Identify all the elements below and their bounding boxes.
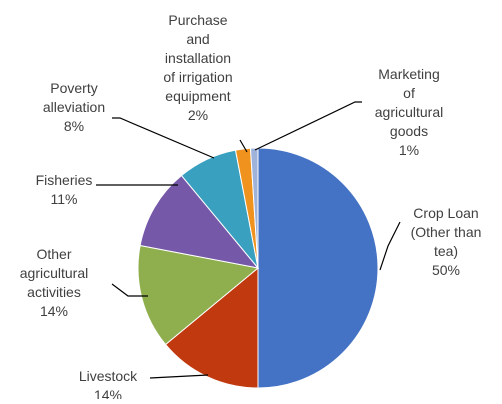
- slices-layer: [137, 147, 379, 389]
- leader-lines-layer: [96, 101, 401, 379]
- data-label-line: 14%: [94, 387, 122, 399]
- data-label-line: Crop Loan: [413, 205, 478, 221]
- data-label-3: Fisheries 11%: [36, 172, 93, 207]
- data-label-line: of irrigation: [163, 69, 232, 85]
- data-label-1: Livestock 14%: [79, 368, 138, 399]
- data-label-line: equipment: [165, 88, 230, 104]
- data-label-0: Crop Loan (Other than tea) 50%: [411, 205, 482, 278]
- pie-slice-livestock: [164, 266, 259, 389]
- data-label-6: Marketing of agricultural goods 1%: [375, 66, 443, 158]
- data-label-2: Other agricultural activities 14%: [20, 246, 88, 319]
- data-label-line: Poverty: [50, 80, 97, 96]
- data-label-line: Livestock: [79, 368, 138, 384]
- data-label-line: activities: [27, 284, 81, 300]
- leader-line-0: [379, 221, 401, 271]
- data-label-line: tea): [434, 243, 458, 259]
- data-label-line: and: [186, 31, 209, 47]
- pie-slice-crop-loan-other-than-tea: [257, 147, 379, 389]
- data-label-line: 2%: [188, 107, 208, 123]
- leader-line-2: [111, 283, 148, 297]
- data-label-line: Marketing: [378, 66, 439, 82]
- data-label-line: 14%: [40, 303, 68, 319]
- data-label-line: (Other than: [411, 224, 482, 240]
- leader-line-6: [254, 101, 362, 151]
- data-label-line: 50%: [432, 262, 460, 278]
- leader-line-1: [149, 374, 209, 379]
- pie-slice-other-agricultural-activities: [137, 244, 260, 346]
- data-label-line: agricultural: [375, 104, 443, 120]
- data-label-line: 11%: [51, 191, 78, 207]
- data-label-line: goods: [390, 123, 428, 139]
- leader-line-5: [239, 139, 248, 153]
- data-label-line: installation: [165, 50, 231, 66]
- data-label-line: agricultural: [20, 265, 88, 281]
- data-label-line: Fisheries: [36, 172, 93, 188]
- data-label-line: Purchase: [168, 12, 227, 28]
- data-label-5: Purchase and installation of irrigation equi…: [163, 12, 232, 123]
- data-label-line: 8%: [64, 118, 84, 134]
- data-label-line: alleviation: [43, 99, 105, 115]
- data-label-line: of: [403, 85, 415, 101]
- leader-line-4: [112, 117, 215, 159]
- data-label-4: Poverty alleviation 8%: [43, 80, 105, 134]
- labels-layer: Crop Loan (Other than tea) 50%Livestock 14%O…: [20, 12, 482, 403]
- data-label-line: 1%: [399, 142, 419, 158]
- data-label-line: Other: [36, 246, 71, 262]
- pie-slice-fisheries: [139, 174, 260, 269]
